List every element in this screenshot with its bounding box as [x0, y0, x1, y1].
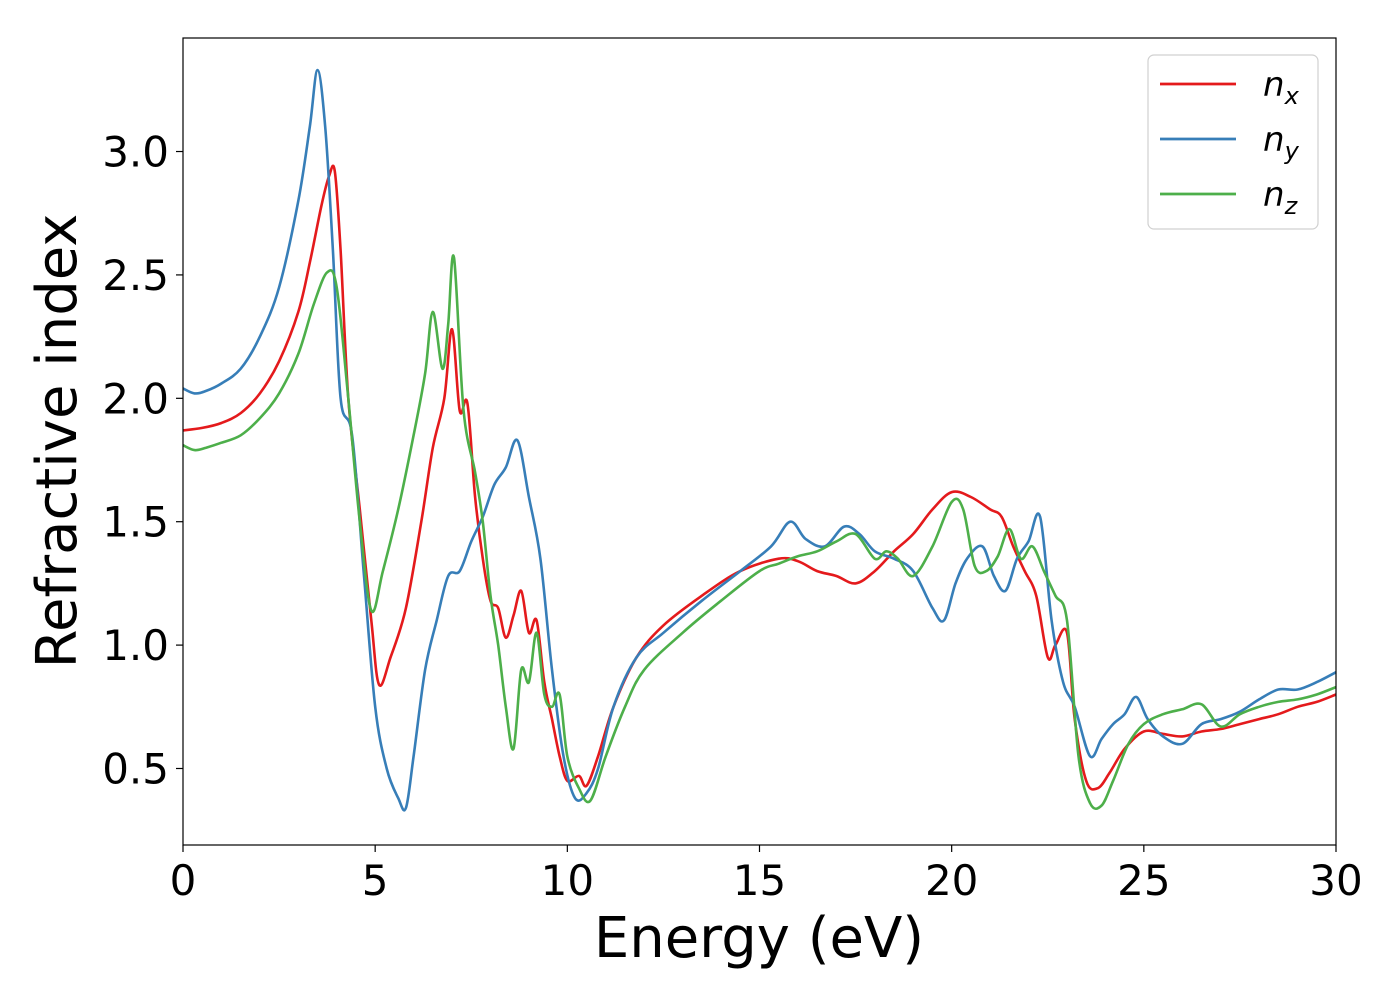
- x-axis-label: Energy (eV): [594, 906, 924, 971]
- x-tick-label: 0: [170, 856, 197, 905]
- y-axis-label: Refractive index: [25, 214, 90, 669]
- legend-box: [1147, 54, 1319, 230]
- legend: nx ny nz: [1147, 54, 1319, 230]
- x-tick-label: 15: [733, 856, 786, 905]
- x-tick-label: 5: [362, 856, 389, 905]
- series-line-z: [182, 254, 1337, 811]
- y-tick-label: 1.5: [102, 498, 169, 547]
- x-tick-label: 30: [1309, 856, 1362, 905]
- x-tick-label: 10: [541, 856, 594, 905]
- y-tick-label: 2.0: [102, 374, 169, 423]
- x-tick-label: 20: [925, 856, 978, 905]
- y-tick-label: 0.5: [102, 744, 169, 793]
- legend-label-z: nz: [1263, 175, 1299, 220]
- x-axis: 0 5 10 15 20 25 30: [170, 845, 1363, 905]
- series-line-y: [182, 68, 1337, 812]
- plot-area: [182, 68, 1337, 812]
- legend-label-x: nx: [1263, 65, 1300, 110]
- y-tick-label: 3.0: [102, 128, 169, 177]
- x-tick-label: 25: [1117, 856, 1170, 905]
- y-tick-label: 1.0: [102, 621, 169, 670]
- y-axis: 0.5 1.0 1.5 2.0 2.5 3.0: [102, 128, 183, 793]
- legend-label-y: ny: [1263, 120, 1300, 165]
- y-tick-label: 2.5: [102, 251, 169, 300]
